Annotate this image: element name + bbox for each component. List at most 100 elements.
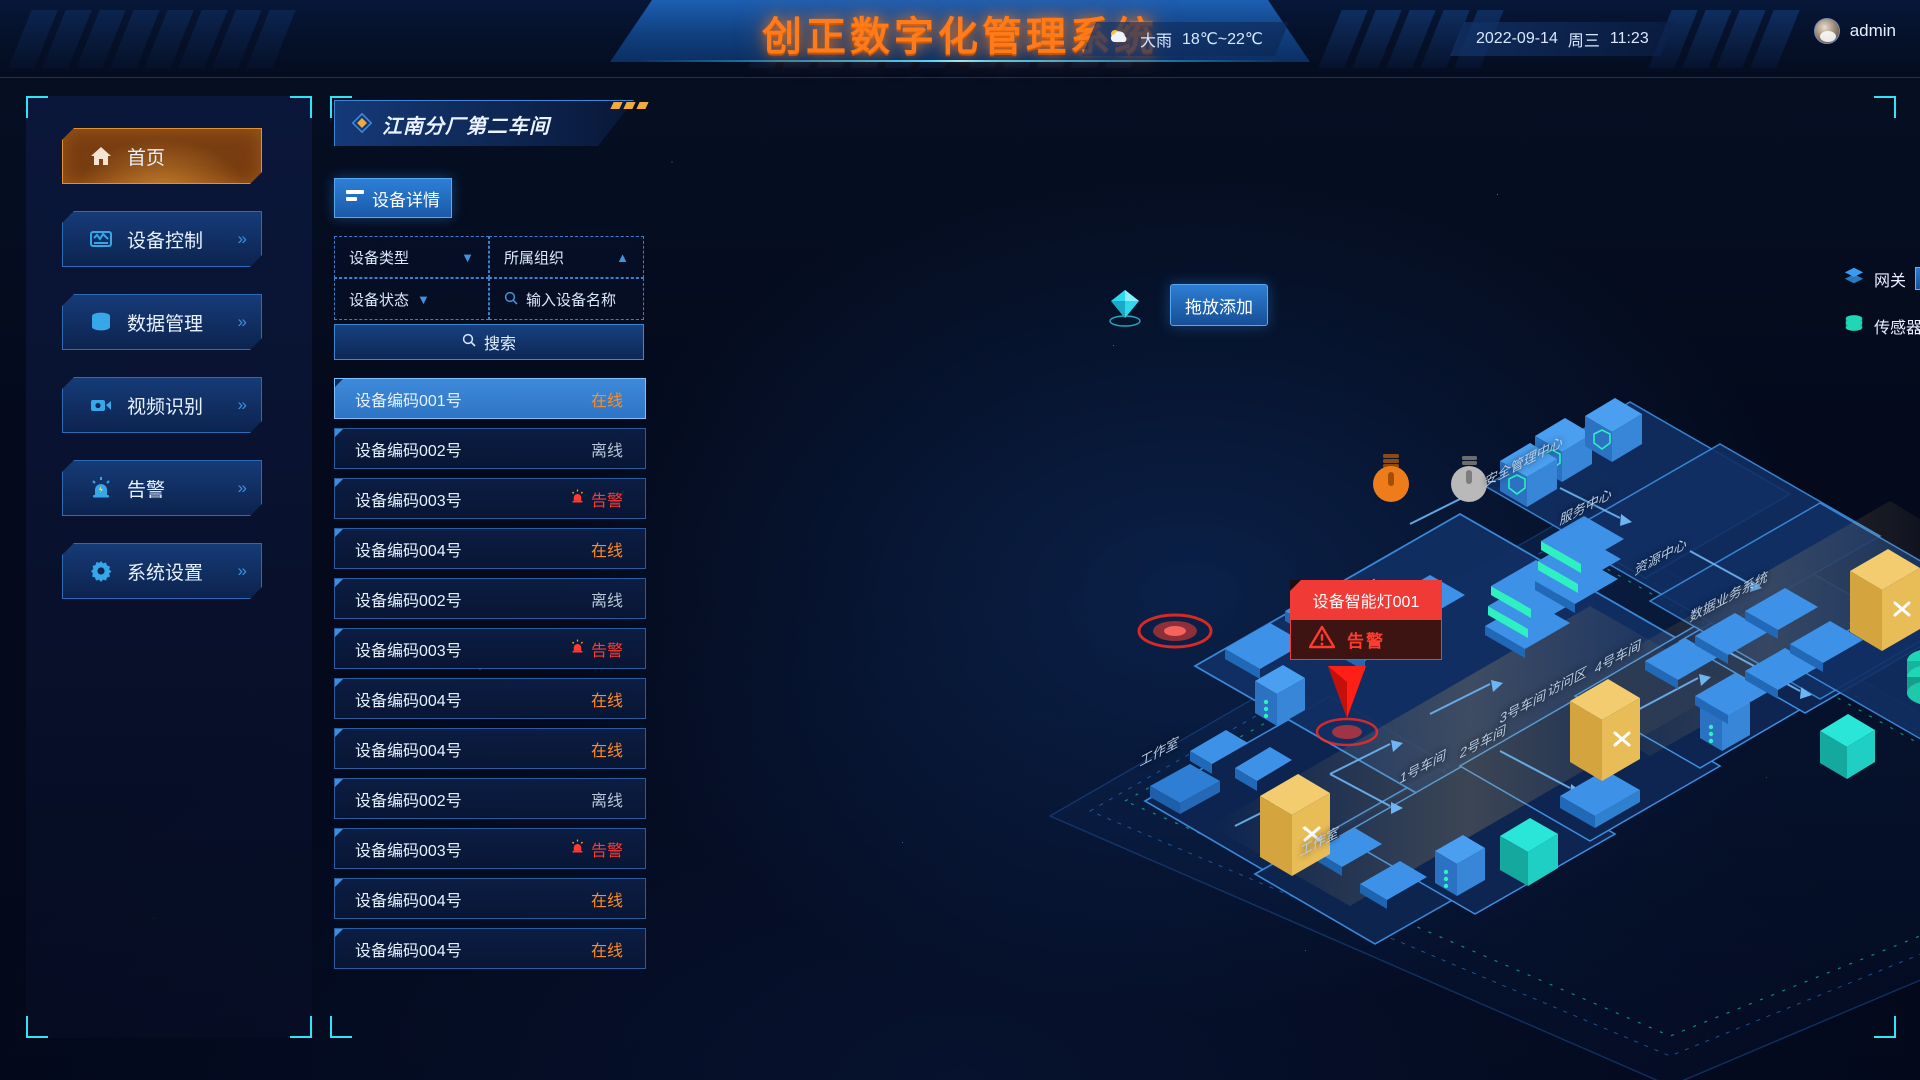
sidebar-item-5[interactable]: 告警 » — [62, 460, 262, 516]
device-status-text: 告警 — [590, 842, 623, 860]
chevron-down-icon: ▼ — [461, 249, 474, 265]
sidebar-item-label: 首页 — [127, 147, 166, 169]
device-list: 设备编码001号 在线 设备编码002号 离线 设备编码003号 告警 设备编码004号 在线… — [334, 378, 646, 978]
isometric-factory-map[interactable]: 工作室工作室工厂检测区1号车间2号车间3号车间4号车间访问区安全管理中心服务中心… — [1030, 396, 1920, 1080]
gateway-marker — [1850, 549, 1920, 651]
chevron-right-icon: » — [237, 229, 243, 248]
device-name: 设备编码002号 — [355, 442, 462, 460]
device-status: 告警 — [570, 837, 623, 861]
device-control-icon — [89, 227, 113, 251]
device-status-select[interactable]: 设备状态 ▼ — [334, 278, 489, 320]
search-icon — [504, 291, 518, 308]
search-icon — [462, 333, 476, 352]
device-type-legend: 网关⊕新增智能灯具⊕新增传感器⊕新增控制器⊕新增 — [1843, 264, 1920, 340]
corner-bracket — [26, 96, 48, 118]
alarm-pin-icon — [1315, 666, 1379, 747]
warning-triangle-icon — [1308, 625, 1336, 654]
device-status-text: 离线 — [590, 592, 623, 610]
device-status: 在线 — [591, 887, 623, 911]
device-list-item[interactable]: 设备编码003号 告警 — [334, 628, 646, 669]
alarm-icon — [570, 839, 585, 859]
device-status-text: 离线 — [590, 442, 623, 460]
device-detail-label: 设备详情 — [372, 190, 440, 210]
add-device-button[interactable]: ⊕新增 — [1915, 267, 1920, 290]
header-time: 11:23 — [1609, 30, 1649, 47]
device-status: 在线 — [591, 537, 623, 561]
device-name: 设备编码004号 — [355, 542, 462, 560]
device-status-text: 告警 — [590, 492, 623, 510]
device-name: 设备编码003号 — [355, 842, 462, 860]
list-icon — [346, 188, 364, 208]
sidebar-item-label: 告警 — [127, 479, 166, 501]
device-list-item[interactable]: 设备编码004号 在线 — [334, 678, 646, 719]
device-list-item[interactable]: 设备编码004号 在线 — [334, 728, 646, 769]
device-status: 在线 — [591, 387, 623, 411]
device-name: 设备编码004号 — [355, 892, 462, 910]
device-status: 在线 — [591, 687, 623, 711]
drag-add-button[interactable]: 拖放添加 — [1170, 284, 1268, 326]
device-list-item[interactable]: 设备编码003号 告警 — [334, 478, 646, 519]
sidebar-nav: 首页设备控制 » 数据管理 » 视频识别 » 告警 » 系统设置 » — [62, 128, 262, 626]
device-list-item[interactable]: 设备编码002号 离线 — [334, 578, 646, 619]
device-status-text: 离线 — [590, 792, 623, 810]
corner-bracket — [1874, 96, 1896, 118]
device-list-item[interactable]: 设备编码004号 在线 — [334, 878, 646, 919]
device-status: 在线 — [591, 937, 623, 961]
sidebar-item-4[interactable]: 视频识别 » — [62, 377, 262, 433]
search-button[interactable]: 搜索 — [334, 324, 644, 360]
device-status: 告警 — [570, 487, 623, 511]
corner-bracket — [1874, 1016, 1896, 1038]
cylinder-icon — [1843, 312, 1865, 339]
device-list-item[interactable]: 设备编码001号 在线 — [334, 378, 646, 419]
header-weekday: 周三 — [1567, 33, 1600, 50]
drag-add-label: 拖放添加 — [1185, 297, 1253, 317]
username-label: admin — [1849, 21, 1896, 40]
organization-select[interactable]: 所属组织 ▲ — [489, 236, 644, 278]
alarm-icon — [570, 489, 585, 509]
filter-group: 设备类型 ▼ 所属组织 ▲ 设备状态 ▼ 输入设备名称 — [334, 236, 644, 320]
chevron-up-icon: ▲ — [616, 249, 629, 265]
sidebar: 首页设备控制 » 数据管理 » 视频识别 » 告警 » 系统设置 » — [26, 96, 312, 1038]
sidebar-item-3[interactable]: 数据管理 » — [62, 294, 262, 350]
chevron-right-icon: » — [237, 478, 243, 497]
device-name: 设备编码002号 — [355, 792, 462, 810]
alarm-popup[interactable]: 设备智能灯001 告警 — [1290, 580, 1442, 752]
chevron-down-icon: ▼ — [417, 291, 430, 307]
device-name: 设备编码004号 — [355, 742, 462, 760]
device-name: 设备编码003号 — [355, 492, 462, 510]
alarm-icon — [89, 476, 113, 500]
device-name: 设备编码004号 — [355, 942, 462, 960]
device-list-item[interactable]: 设备编码004号 在线 — [334, 928, 646, 969]
device-type-select[interactable]: 设备类型 ▼ — [334, 236, 489, 278]
device-list-item[interactable]: 设备编码002号 离线 — [334, 428, 646, 469]
device-type-label: 传感器 — [1874, 319, 1920, 337]
device-detail-button[interactable]: 设备详情 — [334, 178, 452, 218]
device-list-item[interactable]: 设备编码003号 告警 — [334, 828, 646, 869]
gateway-marker — [1260, 774, 1330, 876]
user-menu[interactable]: admin — [1813, 18, 1896, 44]
weather-text: 大雨 — [1140, 33, 1173, 50]
app-header: 创正数字化管理系统 大雨 18℃~22℃ 2022-09-14 周三 11:23… — [0, 0, 1920, 78]
device-list-item[interactable]: 设备编码002号 离线 — [334, 778, 646, 819]
weather-widget: 大雨 18℃~22℃ — [1082, 22, 1289, 56]
device-name-search-field[interactable]: 输入设备名称 — [489, 278, 644, 320]
workshop-title: 江南分厂第二车间 — [382, 116, 550, 138]
device-list-item[interactable]: 设备编码004号 在线 — [334, 528, 646, 569]
sidebar-item-label: 视频识别 — [127, 396, 204, 418]
workshop-title-background — [334, 100, 634, 146]
title-dash-decor — [610, 102, 649, 109]
database-icon — [89, 310, 113, 334]
device-status: 告警 — [570, 637, 623, 661]
chevron-right-icon: » — [237, 395, 243, 414]
bulb-offline-marker — [1451, 456, 1487, 502]
organization-label: 所属组织 — [504, 249, 565, 267]
sidebar-item-2[interactable]: 设备控制 » — [62, 211, 262, 267]
device-type-label: 网关 — [1874, 272, 1907, 290]
device-status: 在线 — [591, 737, 623, 761]
sidebar-item-1[interactable]: 首页 — [62, 128, 262, 184]
sidebar-item-6[interactable]: 系统设置 » — [62, 543, 262, 599]
alarm-icon — [570, 639, 585, 659]
diamond-icon — [351, 112, 373, 134]
device-status-text: 在线 — [590, 542, 623, 560]
